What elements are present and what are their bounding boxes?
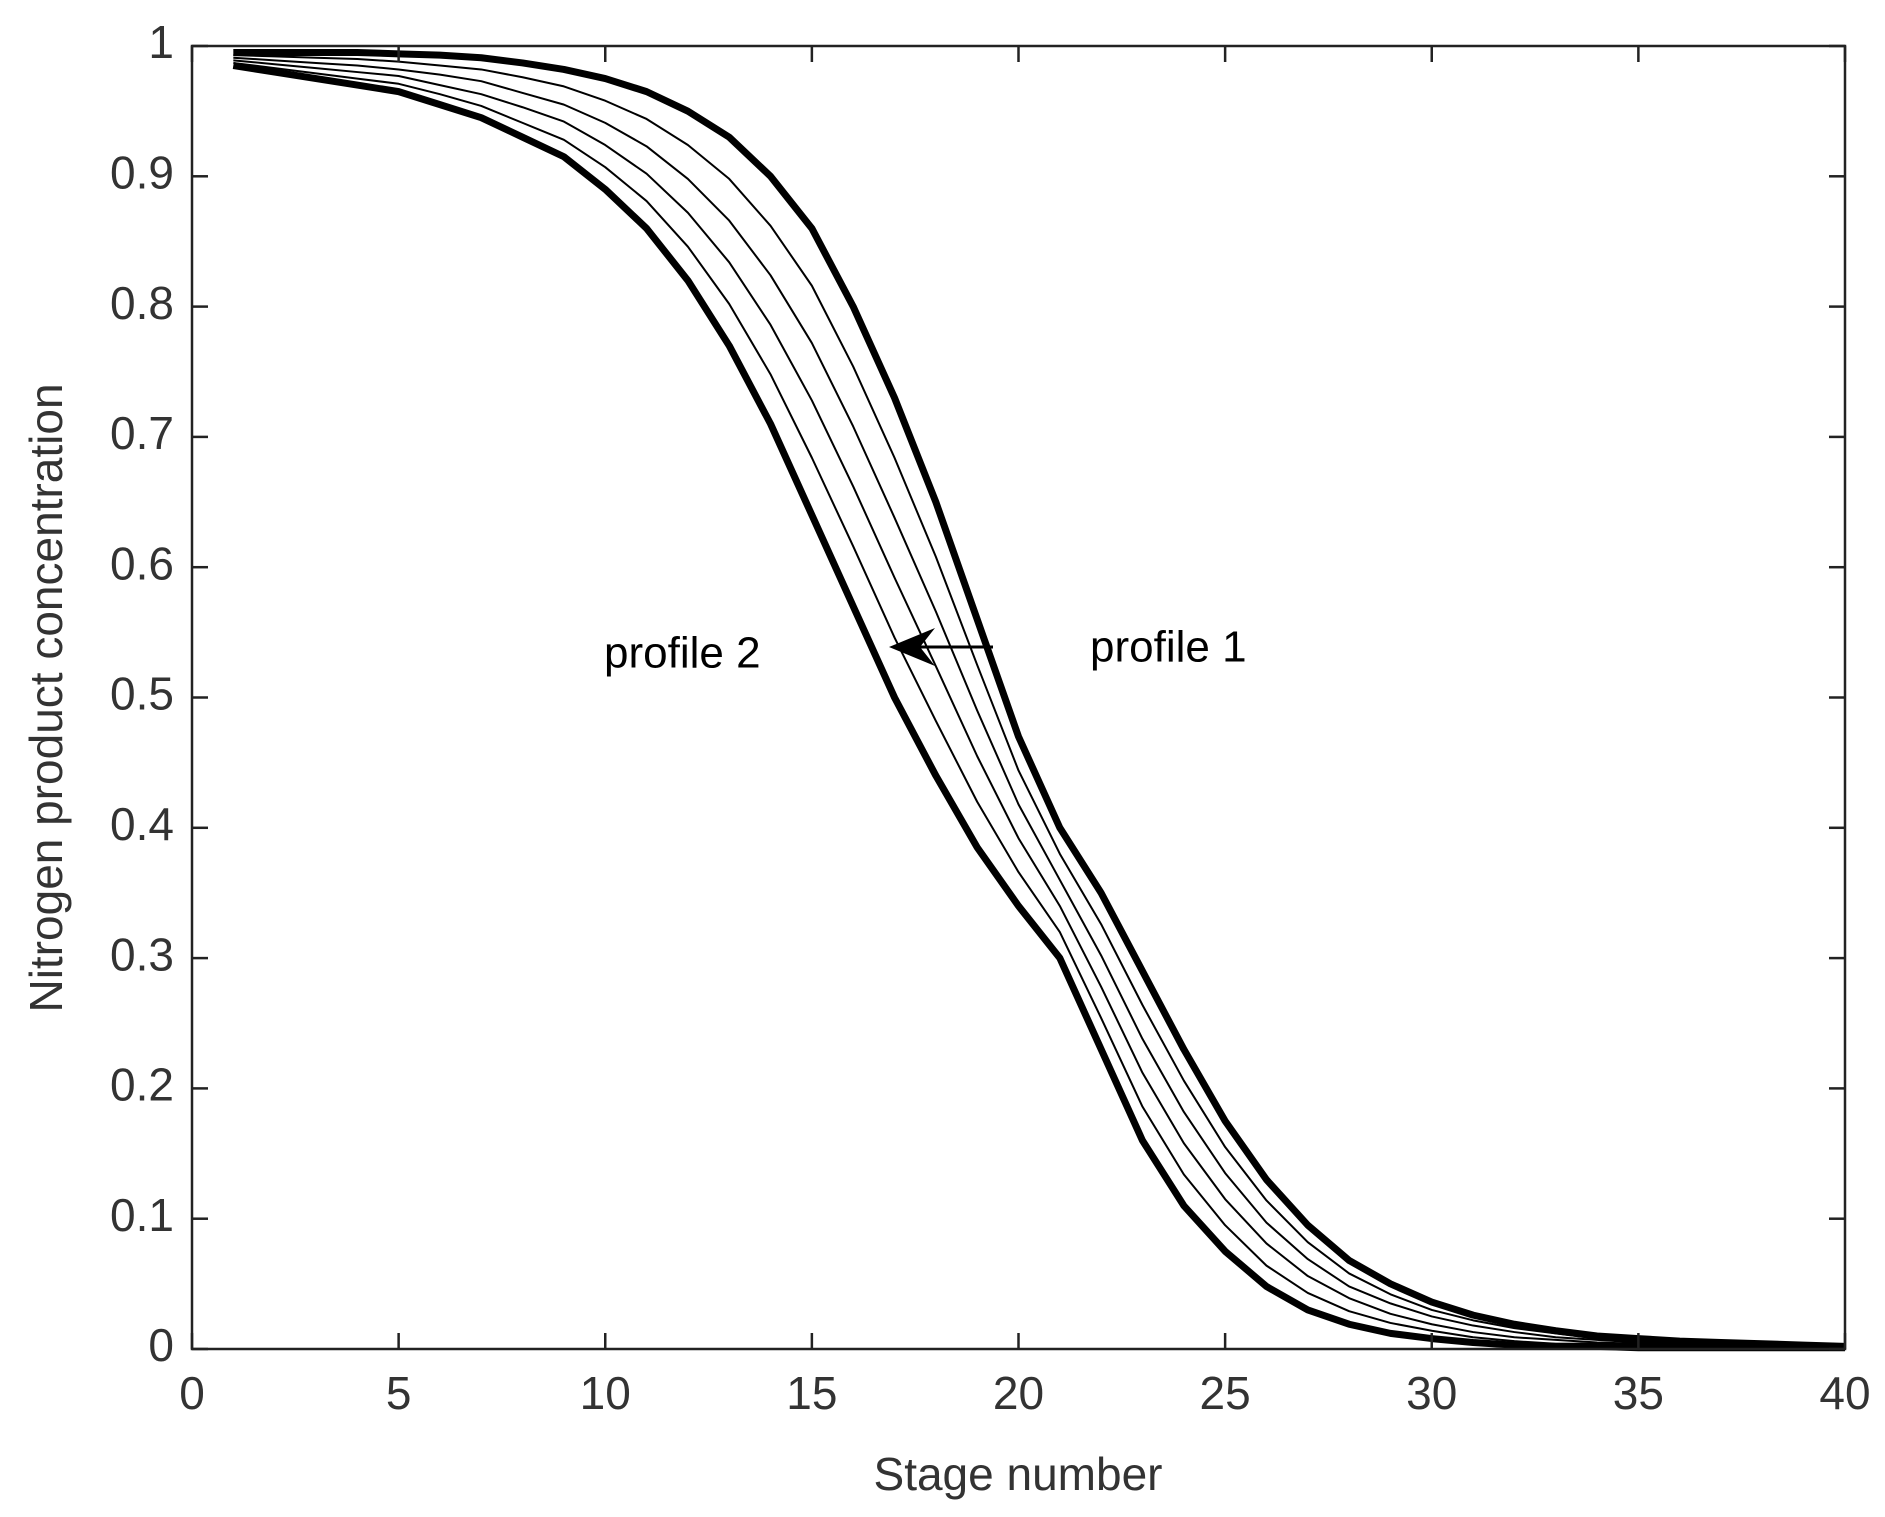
series-line <box>233 54 1846 1348</box>
x-axis-label: Stage number <box>874 1448 1163 1500</box>
y-tick-label: 0.6 <box>110 537 174 589</box>
y-tick-label: 0.3 <box>110 928 174 980</box>
y-tick-label: 1 <box>148 16 174 68</box>
x-tick-label: 0 <box>179 1367 205 1419</box>
y-tick-label: 0.2 <box>110 1059 174 1111</box>
y-tick-label: 0.9 <box>110 146 174 198</box>
x-tick-label: 25 <box>1200 1367 1251 1419</box>
y-tick-label: 0.8 <box>110 277 174 329</box>
y-tick-label: 0.4 <box>110 798 174 850</box>
series-layer <box>232 49 1846 1352</box>
annotation: profile 1 <box>1090 623 1247 672</box>
y-tick-label: 0.7 <box>110 407 174 459</box>
arrow-head <box>889 628 935 666</box>
y-tick-label: 0 <box>148 1319 174 1371</box>
x-tick-label: 10 <box>580 1367 631 1419</box>
series-line <box>233 56 1846 1349</box>
x-tick-label: 35 <box>1613 1367 1664 1419</box>
y-tick-label: 0.1 <box>110 1189 174 1241</box>
x-tick-label: 15 <box>786 1367 837 1419</box>
y-axis-label: Nitrogen product concentration <box>20 383 72 1012</box>
x-tick-label: 20 <box>993 1367 1044 1419</box>
y-tick-label: 0.5 <box>110 668 174 720</box>
x-tick-label: 5 <box>386 1367 412 1419</box>
annotation: profile 2 <box>604 629 761 678</box>
series-line <box>232 62 1845 1352</box>
x-tick-label: 40 <box>1819 1367 1870 1419</box>
x-tick-label: 30 <box>1406 1367 1457 1419</box>
series-line <box>233 49 1846 1350</box>
plot-frame <box>190 44 1847 1351</box>
series-line <box>233 59 1846 1349</box>
series-line <box>233 61 1845 1349</box>
